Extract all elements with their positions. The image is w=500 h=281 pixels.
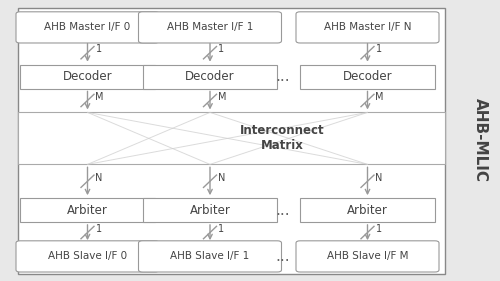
FancyBboxPatch shape xyxy=(20,65,155,89)
FancyBboxPatch shape xyxy=(138,12,282,43)
Text: M: M xyxy=(96,92,104,102)
FancyBboxPatch shape xyxy=(296,241,439,272)
Text: Arbiter: Arbiter xyxy=(347,203,388,217)
Text: 1: 1 xyxy=(218,224,224,234)
FancyBboxPatch shape xyxy=(300,65,435,89)
Text: Interconnect
Matrix: Interconnect Matrix xyxy=(240,124,325,152)
Text: M: M xyxy=(376,92,384,102)
Text: Decoder: Decoder xyxy=(342,70,392,83)
Text: M: M xyxy=(218,92,226,102)
FancyBboxPatch shape xyxy=(18,8,445,274)
Text: N: N xyxy=(96,173,103,183)
Text: N: N xyxy=(376,173,383,183)
Text: AHB-MLIC: AHB-MLIC xyxy=(472,99,488,182)
Text: ...: ... xyxy=(275,249,290,264)
FancyBboxPatch shape xyxy=(20,198,155,222)
Text: Decoder: Decoder xyxy=(185,70,235,83)
Text: Arbiter: Arbiter xyxy=(190,203,230,217)
FancyBboxPatch shape xyxy=(138,241,282,272)
FancyBboxPatch shape xyxy=(300,198,435,222)
Text: AHB Slave I/F M: AHB Slave I/F M xyxy=(327,251,408,261)
Text: 1: 1 xyxy=(96,224,102,234)
FancyBboxPatch shape xyxy=(16,241,159,272)
FancyBboxPatch shape xyxy=(296,12,439,43)
Text: AHB Slave I/F 1: AHB Slave I/F 1 xyxy=(170,251,250,261)
Text: AHB Master I/F 0: AHB Master I/F 0 xyxy=(44,22,130,32)
Text: 1: 1 xyxy=(218,44,224,54)
Text: AHB Master I/F 1: AHB Master I/F 1 xyxy=(167,22,253,32)
Text: 1: 1 xyxy=(96,44,102,54)
Text: ...: ... xyxy=(275,203,290,217)
FancyBboxPatch shape xyxy=(142,198,278,222)
Text: 1: 1 xyxy=(376,44,382,54)
Text: Arbiter: Arbiter xyxy=(67,203,108,217)
Text: Decoder: Decoder xyxy=(62,70,112,83)
FancyBboxPatch shape xyxy=(18,112,445,164)
Text: ...: ... xyxy=(275,69,290,84)
Text: AHB Slave I/F 0: AHB Slave I/F 0 xyxy=(48,251,127,261)
Text: N: N xyxy=(218,173,226,183)
Text: AHB Master I/F N: AHB Master I/F N xyxy=(324,22,411,32)
FancyBboxPatch shape xyxy=(142,65,278,89)
Text: 1: 1 xyxy=(376,224,382,234)
FancyBboxPatch shape xyxy=(16,12,159,43)
